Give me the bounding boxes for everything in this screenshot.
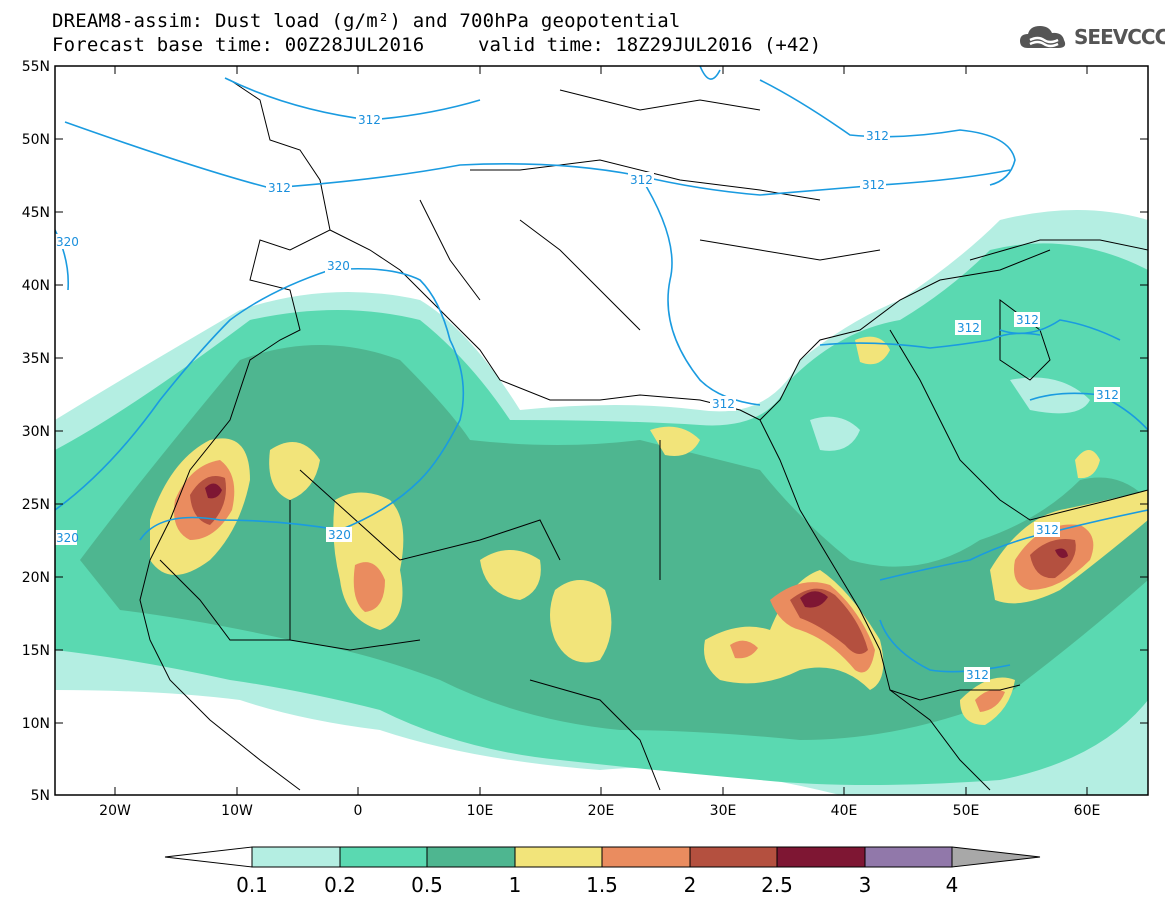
- svg-text:320: 320: [56, 235, 79, 249]
- svg-text:312: 312: [1016, 313, 1039, 327]
- colorbar-tick: 1: [509, 873, 522, 897]
- lon-label: 10E: [467, 803, 494, 819]
- contour-label: 312: [266, 180, 292, 195]
- colorbar-tick: 0.2: [324, 873, 356, 897]
- map-title: DREAM8-assim: Dust load (g/m²) and 700hP…: [52, 10, 681, 32]
- colorbar-tick: 0.5: [411, 873, 443, 897]
- lat-label: 10N: [22, 716, 50, 732]
- colorbar: 0.1 0.2 0.5 1 1.5 2 2.5 3 4: [164, 846, 1041, 897]
- lat-label: 50N: [22, 132, 50, 148]
- lat-label: 20N: [22, 570, 50, 586]
- colorbar-tick: 2.5: [761, 873, 793, 897]
- contour-label: 320: [55, 530, 79, 545]
- colorbar-bin: [689, 846, 778, 868]
- colorbar-bin: [339, 846, 428, 868]
- lat-label: 55N: [22, 59, 50, 75]
- svg-text:312: 312: [862, 178, 885, 192]
- dust-field: [55, 210, 1148, 795]
- svg-text:312: 312: [1096, 388, 1119, 402]
- colorbar-bin: [776, 846, 866, 868]
- svg-text:320: 320: [327, 259, 350, 273]
- colorbar-bin: [864, 846, 953, 868]
- lon-label: 60E: [1074, 803, 1101, 819]
- contour-label: 312: [964, 667, 990, 682]
- colorbar-tick: 2: [684, 873, 697, 897]
- lon-label: 10W: [221, 803, 253, 819]
- colorbar-bin: [514, 846, 603, 868]
- lon-label: 0: [354, 803, 363, 819]
- svg-text:312: 312: [358, 113, 381, 127]
- longitude-axis: 20W 10W 0 10E 20E 30E 40E 50E 60E: [99, 66, 1100, 819]
- lon-label: 20E: [588, 803, 615, 819]
- logo-text: SEEVCCC: [1074, 25, 1165, 49]
- colorbar-tick: 4: [946, 873, 959, 897]
- lon-label: 50E: [953, 803, 980, 819]
- contour-label: 312: [955, 320, 981, 335]
- lat-label: 5N: [31, 788, 50, 804]
- lat-label: 30N: [22, 424, 50, 440]
- svg-text:312: 312: [712, 397, 735, 411]
- contour-label: 312: [710, 396, 736, 411]
- valid-time: valid time: 18Z29JUL2016 (+42): [478, 34, 822, 56]
- colorbar-tick: 0.1: [236, 873, 268, 897]
- contour-label: 312: [356, 112, 382, 127]
- contour-label: 312: [628, 172, 654, 187]
- svg-text:312: 312: [866, 129, 889, 143]
- latitude-axis: 55N 50N 45N 40N 35N 30N 25N 20N 15N 10N …: [22, 59, 1148, 804]
- seevccc-logo: SEEVCCC: [1018, 22, 1165, 52]
- contour-label: 312: [860, 177, 886, 192]
- contour-label: 320: [326, 527, 352, 542]
- lat-label: 45N: [22, 205, 50, 221]
- contour-label: 312: [1034, 522, 1060, 537]
- colorbar-over-arrow: [951, 846, 1041, 868]
- lon-label: 40E: [831, 803, 858, 819]
- lat-label: 35N: [22, 351, 50, 367]
- cloud-icon: [1020, 26, 1066, 48]
- contour-labels: 312 312 312 312 312 312 312 312 312 320 …: [55, 112, 1120, 682]
- lon-label: 30E: [710, 803, 737, 819]
- svg-text:320: 320: [56, 531, 79, 545]
- lat-label: 40N: [22, 278, 50, 294]
- lon-label: 20W: [99, 803, 131, 819]
- colorbar-bin: [426, 846, 516, 868]
- contour-label: 312: [1014, 312, 1040, 327]
- contour-label: 320: [55, 234, 79, 249]
- svg-text:312: 312: [966, 668, 989, 682]
- svg-text:312: 312: [957, 321, 980, 335]
- colorbar-bin: [251, 846, 341, 868]
- colorbar-tick: 1.5: [586, 873, 618, 897]
- lat-label: 25N: [22, 497, 50, 513]
- contour-label: 312: [1094, 387, 1120, 402]
- colorbar-under-arrow: [164, 846, 253, 868]
- colorbar-tick: 3: [859, 873, 872, 897]
- contour-label: 320: [325, 258, 351, 273]
- svg-text:312: 312: [1036, 523, 1059, 537]
- svg-text:312: 312: [268, 181, 291, 195]
- colorbar-bin: [601, 846, 691, 868]
- svg-text:312: 312: [630, 173, 653, 187]
- lat-label: 15N: [22, 643, 50, 659]
- contour-label: 312: [864, 128, 890, 143]
- svg-text:320: 320: [328, 528, 351, 542]
- forecast-base-time: Forecast base time: 00Z28JUL2016: [52, 34, 425, 56]
